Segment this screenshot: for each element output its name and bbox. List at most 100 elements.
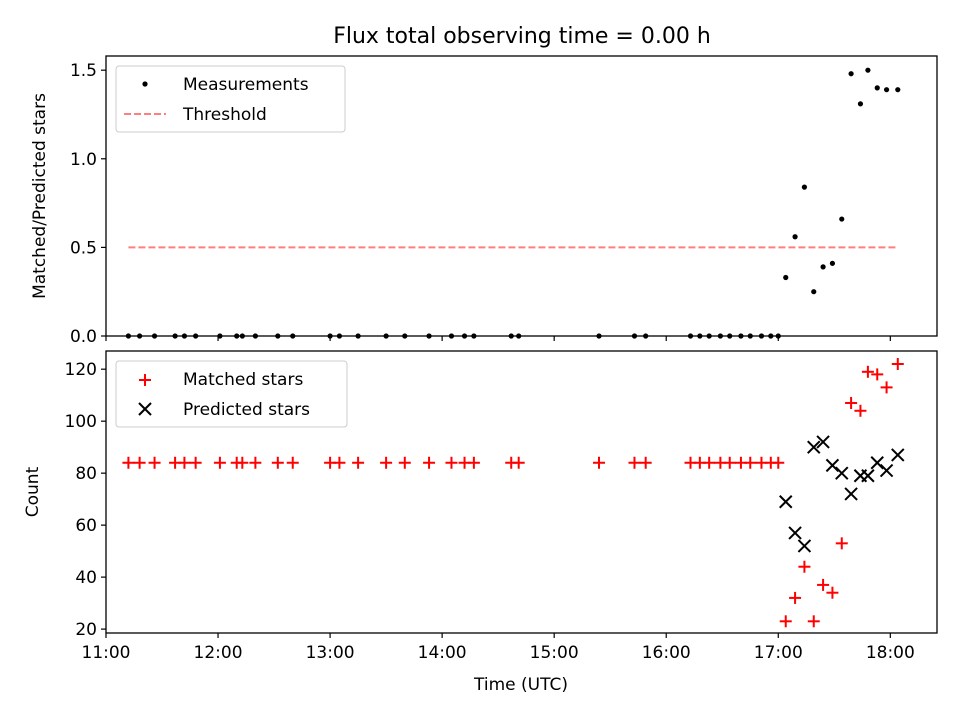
x-stroke — [779, 495, 793, 509]
bottom-x-tick-label: 18:00 — [866, 643, 915, 663]
bottom-y-tick-label: 120 — [65, 360, 97, 380]
bottom-legend: Matched stars Predicted stars — [115, 360, 348, 428]
predicted-stars-point — [807, 440, 821, 454]
matched-stars-point — [789, 591, 802, 604]
matched-stars-point — [826, 586, 839, 599]
x-stroke — [844, 487, 858, 501]
matched-stars-point — [891, 357, 904, 370]
count-marks — [122, 357, 905, 628]
measurement-point — [883, 87, 890, 93]
bottom-y-axis-label: Count — [23, 466, 43, 517]
matched-stars-point — [880, 381, 893, 394]
legend-measurements-label: Measurements — [183, 75, 309, 95]
x-stroke — [797, 539, 812, 553]
bottom-panel: 20 40 60 80 100 120 11:00 12:00 13:00 14:00 15:00… — [23, 350, 938, 695]
bottom-y-tick-label: 60 — [75, 516, 97, 536]
matched-stars-point — [236, 456, 249, 469]
top-y-tick-label: 1.0 — [70, 150, 97, 170]
measurement-point — [874, 85, 880, 91]
predicted-stars-point — [891, 448, 905, 462]
x-stroke — [788, 526, 802, 540]
matched-stars-point — [398, 456, 411, 469]
top-panel: 0.0 0.5 1.0 1.5 Matched/Predicted stars Mea… — [30, 55, 938, 347]
matched-stars-point — [271, 456, 284, 469]
top-y-axis: 0.0 0.5 1.0 1.5 — [70, 61, 106, 347]
predicted-stars-point — [816, 435, 830, 449]
bottom-legend-box — [115, 360, 348, 428]
matched-stars-point — [798, 560, 811, 573]
matched-stars-point — [628, 456, 641, 469]
matched-stars-point — [133, 456, 146, 469]
matched-stars-point — [703, 456, 716, 469]
measurement-point — [829, 260, 836, 266]
legend-predicted-label: Predicted stars — [183, 400, 310, 420]
matched-stars-point — [189, 456, 202, 469]
legend-matched-label: Matched stars — [183, 370, 303, 390]
predicted-stars-point — [779, 495, 793, 509]
bottom-x-tick-label: 12:00 — [194, 643, 243, 663]
bottom-x-tick-label: 16:00 — [642, 643, 691, 663]
top-legend: Measurements Threshold — [115, 65, 346, 133]
matched-stars-point — [352, 456, 365, 469]
legend-measurements-marker — [142, 81, 148, 87]
predicted-stars-point — [825, 458, 840, 473]
x-stroke — [861, 469, 875, 483]
matched-stars-point — [807, 615, 820, 628]
measurement-point — [895, 87, 901, 93]
bottom-x-tick-label: 17:00 — [754, 643, 803, 663]
legend-matched-marker — [139, 374, 151, 386]
matched-stars-point — [817, 578, 830, 591]
top-x-axis-ticks — [105, 336, 891, 341]
measurement-point — [783, 274, 789, 281]
predicted-stars-point — [835, 466, 849, 480]
predicted-stars-point — [879, 463, 894, 478]
matched-stars-point — [639, 456, 652, 469]
matched-stars-point — [122, 456, 135, 469]
matched-stars-point — [871, 368, 884, 381]
predicted-stars-point — [797, 539, 812, 553]
matched-stars-point — [178, 456, 191, 469]
matched-stars-point — [861, 365, 874, 378]
top-plot-frame — [105, 55, 938, 337]
matched-stars-point — [333, 456, 346, 469]
measurement-point — [820, 264, 826, 270]
matched-stars-point — [445, 456, 458, 469]
matched-stars-point — [213, 456, 226, 469]
x-stroke — [807, 440, 821, 454]
bottom-x-axis: 11:00 12:00 13:00 14:00 15:00 16:00 17:00 18:00 — [82, 633, 915, 663]
matched-stars-point — [286, 456, 299, 469]
top-y-tick-label: 0.0 — [70, 327, 97, 347]
x-stroke — [879, 463, 894, 478]
measurement-point — [811, 289, 817, 295]
top-y-tick-label: 1.5 — [70, 61, 97, 81]
matched-stars-point — [835, 537, 848, 550]
matched-stars-point — [854, 404, 867, 417]
legend-threshold-label: Threshold — [182, 105, 267, 125]
bottom-y-tick-label: 40 — [75, 568, 97, 588]
predicted-stars-point — [870, 456, 884, 470]
matched-stars-point — [779, 615, 792, 628]
x-stroke — [825, 458, 840, 473]
bottom-plot-frame — [105, 350, 938, 634]
bottom-y-tick-label: 20 — [75, 620, 97, 640]
matched-stars-point — [380, 456, 393, 469]
measurement-point — [801, 184, 808, 190]
matched-stars-point — [592, 456, 605, 469]
matched-stars-point — [249, 456, 262, 469]
top-legend-box — [115, 65, 346, 133]
matched-stars-point — [467, 456, 480, 469]
predicted-stars-point — [788, 526, 802, 540]
bottom-y-tick-label: 80 — [75, 464, 97, 484]
bottom-x-tick-label: 14:00 — [418, 643, 467, 663]
measurement-point — [792, 234, 798, 240]
measurement-point — [857, 101, 864, 107]
matched-stars-point — [744, 456, 757, 469]
matched-stars-point — [423, 456, 436, 469]
x-stroke — [870, 456, 884, 470]
x-stroke — [835, 466, 849, 480]
bottom-x-axis-label: Time (UTC) — [473, 675, 568, 695]
bottom-x-tick-label: 13:00 — [306, 643, 355, 663]
x-stroke — [816, 435, 830, 449]
measurement-point — [839, 216, 845, 222]
